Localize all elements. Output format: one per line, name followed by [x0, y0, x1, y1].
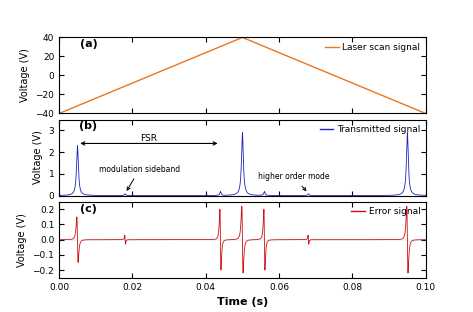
Text: (a): (a) [79, 39, 97, 49]
Text: FSR: FSR [140, 134, 158, 143]
Legend: Error signal: Error signal [348, 203, 424, 220]
Text: (c): (c) [80, 203, 97, 213]
Legend: Laser scan signal: Laser scan signal [322, 39, 424, 56]
Text: (b): (b) [79, 121, 97, 131]
Legend: Transmitted signal: Transmitted signal [316, 121, 424, 138]
X-axis label: Time (s): Time (s) [217, 297, 268, 307]
Text: modulation sideband: modulation sideband [99, 165, 180, 190]
Text: higher order mode: higher order mode [258, 172, 330, 191]
Y-axis label: Voltage (V): Voltage (V) [17, 213, 27, 267]
Y-axis label: Voltage (V): Voltage (V) [33, 131, 43, 184]
Y-axis label: Voltage (V): Voltage (V) [20, 48, 30, 102]
